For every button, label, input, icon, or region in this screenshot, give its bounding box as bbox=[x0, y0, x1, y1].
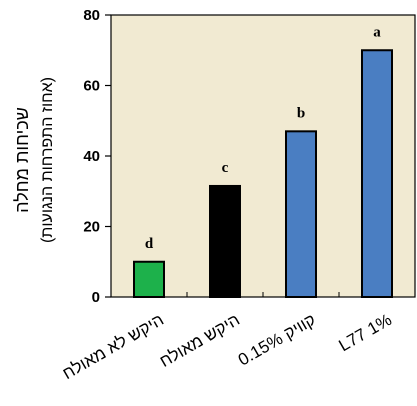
y-tick-label: 40 bbox=[83, 148, 100, 165]
bar-4 bbox=[361, 49, 393, 298]
data-label-1: d bbox=[145, 236, 154, 252]
y-tick-label: 60 bbox=[83, 78, 100, 95]
bar-1 bbox=[133, 260, 165, 298]
x-category-label-2: היקש מאולח bbox=[156, 310, 243, 371]
bar-3 bbox=[285, 130, 317, 298]
y-tick-label: 0 bbox=[92, 289, 100, 306]
bar-2 bbox=[209, 184, 241, 298]
y-tick-label: 20 bbox=[83, 219, 100, 236]
x-category-label-3: קוויק 0.15% bbox=[235, 310, 319, 370]
bars bbox=[133, 49, 393, 298]
y-axis-sublabel: (אחוז התפרחות הנגועות) bbox=[39, 77, 56, 243]
data-label-3: b bbox=[297, 105, 305, 121]
x-category-label-1: היקש לא מאולח bbox=[59, 310, 167, 383]
y-axis-label: שכיחות מחלה bbox=[12, 107, 32, 213]
y-axis-ticks: 0 20 40 60 80 bbox=[83, 7, 340, 306]
y-tick-label: 80 bbox=[83, 7, 100, 24]
x-category-label-4: L77 1% bbox=[336, 310, 395, 355]
data-label-2: c bbox=[222, 160, 229, 176]
data-label-4: a bbox=[373, 24, 381, 40]
data-labels: d c b a bbox=[145, 24, 381, 252]
